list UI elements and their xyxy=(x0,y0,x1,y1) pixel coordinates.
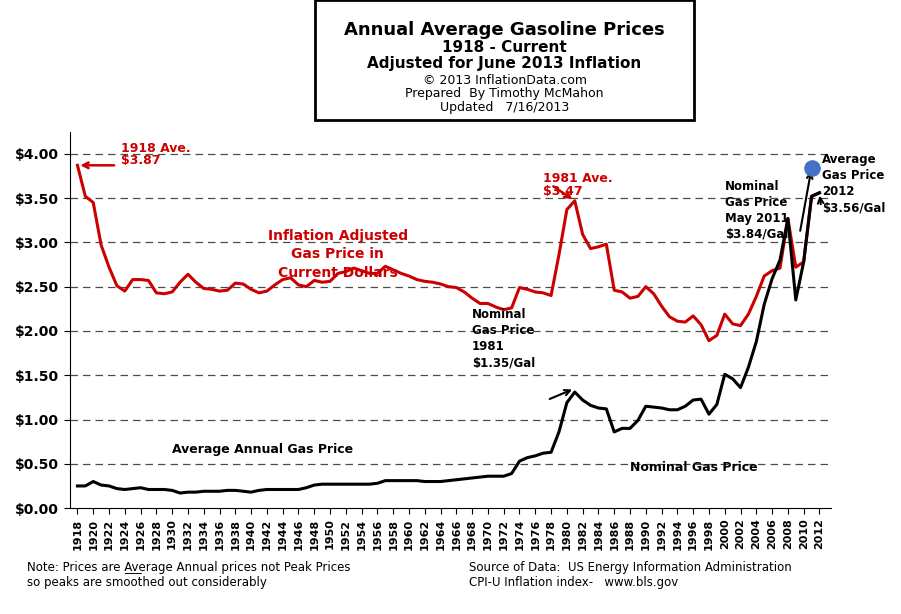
Point xyxy=(805,163,819,173)
Text: Source of Data:  US Energy Information Administration
CPI-U Inflation index-   w: Source of Data: US Energy Information Ad… xyxy=(469,561,791,589)
Text: 1918 Ave.: 1918 Ave. xyxy=(121,142,190,155)
Text: 1918 - Current: 1918 - Current xyxy=(442,40,567,55)
Text: Nominal Gas Price: Nominal Gas Price xyxy=(630,461,758,474)
Text: Inflation Adjusted
Gas Price in
Current Dollars: Inflation Adjusted Gas Price in Current … xyxy=(268,229,408,280)
Text: Prepared  By Timothy McMahon: Prepared By Timothy McMahon xyxy=(405,87,604,100)
Text: Nominal
Gas Price
May 2011
$3.84/Gal: Nominal Gas Price May 2011 $3.84/Gal xyxy=(724,180,788,241)
Text: © 2013 InflationData.com: © 2013 InflationData.com xyxy=(423,74,587,87)
Text: Updated   7/16/2013: Updated 7/16/2013 xyxy=(440,101,569,114)
Text: Adjusted for June 2013 Inflation: Adjusted for June 2013 Inflation xyxy=(368,56,642,71)
Text: Annual Average Gasoline Prices: Annual Average Gasoline Prices xyxy=(344,21,665,39)
Text: ___: ___ xyxy=(124,561,142,574)
Text: $3.87: $3.87 xyxy=(121,155,160,168)
Text: 1981 Ave.: 1981 Ave. xyxy=(543,172,613,185)
Text: Average Annual Gas Price: Average Annual Gas Price xyxy=(172,443,353,456)
Text: Nominal
Gas Price
1981
$1.35/Gal: Nominal Gas Price 1981 $1.35/Gal xyxy=(472,308,535,370)
Text: Note: Prices are Average Annual prices not Peak Prices
so peaks are smoothed out: Note: Prices are Average Annual prices n… xyxy=(27,561,350,589)
Text: $3.47: $3.47 xyxy=(543,185,583,198)
Text: Average
Gas Price
2012
$3.56/Gal: Average Gas Price 2012 $3.56/Gal xyxy=(822,154,885,214)
